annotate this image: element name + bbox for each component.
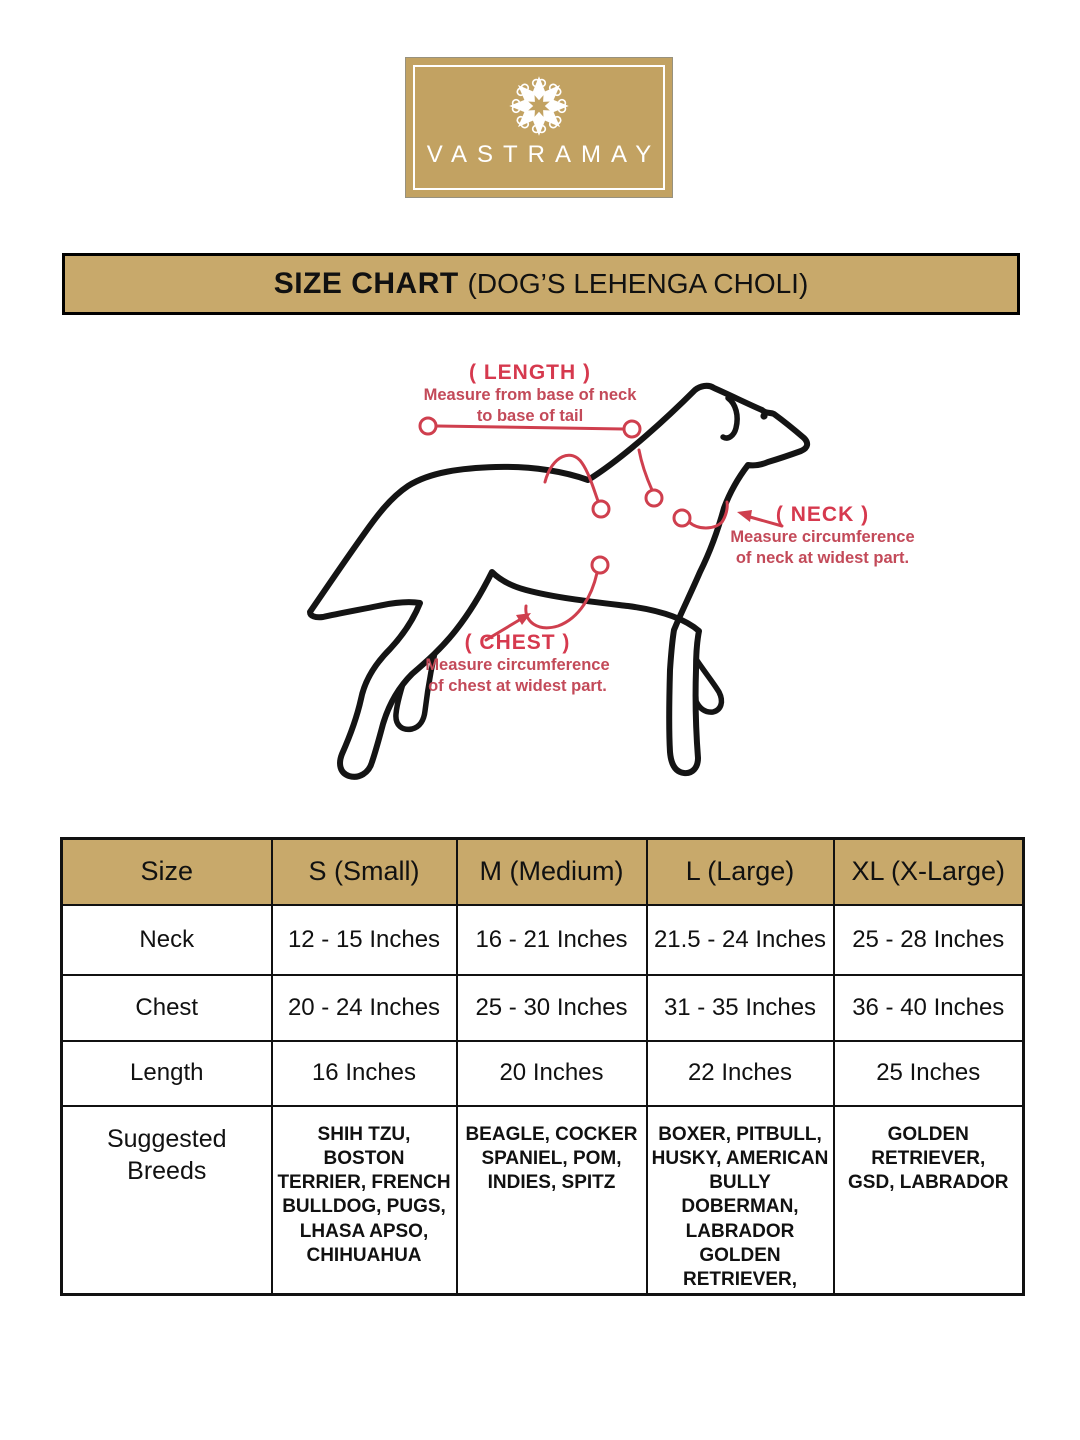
dog-eye bbox=[760, 412, 768, 420]
table-header-row: Size S (Small) M (Medium) L (Large) XL (… bbox=[60, 837, 1025, 906]
neck-annotation-line1: Measure circumference bbox=[730, 528, 915, 546]
chest-annotation-line2: of chest at widest part. bbox=[428, 677, 607, 695]
chest-medium: 25 - 30 Inches bbox=[455, 973, 648, 1042]
neck-arrow-head bbox=[737, 510, 752, 522]
table-row-chest: Chest 20 - 24 Inches 25 - 30 Inches 31 -… bbox=[60, 973, 1025, 1042]
chest-small: 20 - 24 Inches bbox=[270, 973, 458, 1042]
table-row-neck: Neck 12 - 15 Inches 16 - 21 Inches 21.5 … bbox=[60, 903, 1025, 976]
row-label-chest: Chest bbox=[60, 973, 273, 1042]
col-header-large: L (Large) bbox=[645, 837, 835, 906]
brand-star-icon bbox=[509, 76, 569, 136]
col-header-size: Size bbox=[60, 837, 273, 906]
row-label-neck: Neck bbox=[60, 903, 273, 976]
col-header-xlarge: XL (X-Large) bbox=[832, 837, 1025, 906]
dog-far-front-leg bbox=[691, 653, 725, 715]
chest-annotation-line1: Measure circumference bbox=[425, 656, 610, 674]
table-row-length: Length 16 Inches 20 Inches 22 Inches 25 … bbox=[60, 1039, 1025, 1107]
neck-xlarge: 25 - 28 Inches bbox=[832, 903, 1025, 976]
length-large: 22 Inches bbox=[645, 1039, 835, 1107]
chest-annotation-heading: ( CHEST ) bbox=[464, 631, 571, 654]
col-header-small: S (Small) bbox=[270, 837, 458, 906]
chest-annotation: ( CHEST ) Measure circumference of chest… bbox=[385, 631, 650, 697]
dog-ear bbox=[720, 395, 740, 441]
length-xlarge: 25 Inches bbox=[832, 1039, 1025, 1107]
brand-logo: VASTRAMAY bbox=[405, 57, 673, 198]
size-chart-table: Size S (Small) M (Medium) L (Large) XL (… bbox=[60, 837, 1025, 1296]
col-header-medium: M (Medium) bbox=[455, 837, 648, 906]
neck-small: 12 - 15 Inches bbox=[270, 903, 458, 976]
neck-medium: 16 - 21 Inches bbox=[455, 903, 648, 976]
length-annotation-line2: to base of tail bbox=[476, 407, 584, 425]
row-label-breeds: Suggested Breeds bbox=[60, 1104, 273, 1296]
brand-name: VASTRAMAY bbox=[426, 141, 662, 168]
logo-inner-frame: VASTRAMAY bbox=[413, 65, 665, 190]
neck-annotation: ( NECK ) Measure circumference of neck a… bbox=[715, 503, 930, 569]
length-annotation-line1: Measure from base of neck bbox=[423, 386, 637, 404]
breeds-large: BOXER, PITBULL, HUSKY, AMERICAN BULLY DO… bbox=[645, 1104, 835, 1296]
size-chart-banner: SIZE CHART (DOG’S LEHENGA CHOLI) bbox=[62, 253, 1020, 315]
banner-title-normal: (DOG’S LEHENGA CHOLI) bbox=[467, 268, 809, 299]
neck-annotation-line2: of neck at widest part. bbox=[735, 549, 910, 567]
length-annotation-heading: ( LENGTH ) bbox=[469, 361, 591, 384]
chest-large: 31 - 35 Inches bbox=[645, 973, 835, 1042]
chest-arrow-head bbox=[516, 613, 531, 625]
row-label-length: Length bbox=[60, 1039, 273, 1107]
breeds-small: SHIH TZU, BOSTON TERRIER, FRENCH BULLDOG… bbox=[270, 1104, 458, 1296]
dog-measurement-diagram: ( LENGTH ) Measure from base of neck to … bbox=[280, 360, 960, 820]
length-medium: 20 Inches bbox=[455, 1039, 648, 1107]
dog-body-outline bbox=[307, 382, 811, 780]
banner-title-bold: SIZE CHART bbox=[273, 267, 468, 300]
length-annotation: ( LENGTH ) Measure from base of neck to … bbox=[370, 361, 690, 427]
breeds-medium: BEAGLE, COCKER SPANIEL, POM, INDIES, SPI… bbox=[455, 1104, 648, 1296]
neck-annotation-heading: ( NECK ) bbox=[775, 503, 870, 526]
dog-outline-illustration bbox=[307, 382, 811, 780]
breeds-xlarge: GOLDEN RETRIEVER, GSD, LABRADOR bbox=[832, 1104, 1025, 1296]
chest-xlarge: 36 - 40 Inches bbox=[832, 973, 1025, 1042]
length-small: 16 Inches bbox=[270, 1039, 458, 1107]
neck-large: 21.5 - 24 Inches bbox=[645, 903, 835, 976]
table-row-breeds: Suggested Breeds SHIH TZU, BOSTON TERRIE… bbox=[60, 1104, 1025, 1296]
